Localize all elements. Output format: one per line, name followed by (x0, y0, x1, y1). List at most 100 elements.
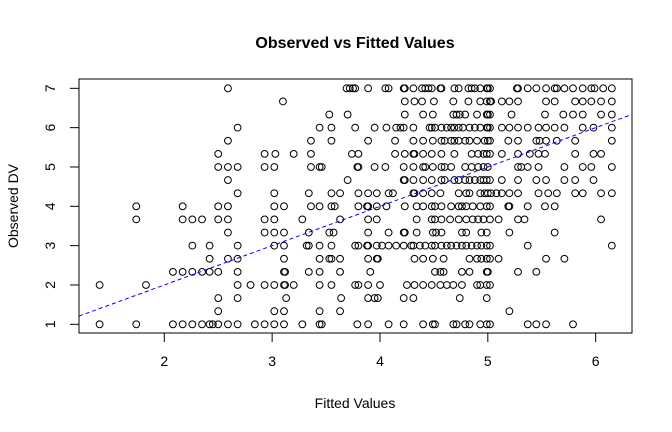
data-point (458, 228, 466, 237)
data-point (607, 136, 616, 145)
data-point (270, 281, 279, 289)
data-point (214, 163, 223, 171)
data-point (315, 202, 324, 211)
data-point (560, 84, 569, 93)
data-point (336, 254, 344, 263)
data-point (198, 215, 206, 224)
data-point (412, 228, 421, 237)
data-point (505, 202, 514, 211)
data-point (400, 228, 409, 237)
data-point (523, 320, 532, 329)
data-point (597, 110, 605, 119)
data-point (442, 241, 451, 250)
data-point (468, 202, 477, 211)
data-point (552, 84, 561, 93)
data-point (486, 254, 494, 263)
data-point (532, 84, 541, 93)
data-point (483, 84, 492, 93)
data-point (450, 136, 459, 145)
data-point (436, 267, 445, 276)
data-point (470, 84, 479, 93)
data-point (514, 267, 522, 276)
data-point (542, 176, 550, 184)
data-point (450, 123, 459, 132)
data-point (399, 123, 408, 132)
data-point (428, 163, 437, 171)
data-point (327, 136, 336, 145)
data-point (178, 202, 187, 211)
data-point (336, 189, 344, 198)
data-point (327, 254, 336, 263)
data-point (534, 189, 543, 198)
data-point (325, 110, 334, 119)
data-point (454, 123, 463, 132)
data-point (132, 215, 141, 224)
data-point (523, 241, 532, 250)
data-point (351, 84, 360, 93)
data-point (446, 215, 454, 224)
data-point (415, 241, 424, 250)
data-point (462, 189, 471, 198)
data-point (447, 136, 456, 145)
y-tick-label: 7 (42, 84, 58, 92)
data-point (437, 202, 446, 211)
data-point (436, 189, 445, 198)
data-point (462, 215, 471, 224)
data-point (458, 241, 466, 250)
data-point (449, 320, 458, 329)
data-point (354, 189, 363, 198)
data-point (552, 189, 561, 198)
data-point (282, 294, 291, 302)
data-point (421, 163, 430, 171)
data-point (607, 163, 616, 171)
data-point (504, 136, 513, 145)
data-point (587, 84, 596, 93)
data-point (315, 241, 324, 250)
data-point (384, 84, 393, 93)
data-point (541, 110, 549, 119)
data-point (544, 189, 553, 198)
x-axis: 2 3 4 5 6 (160, 332, 600, 369)
data-point (468, 215, 477, 224)
data-point (514, 215, 522, 224)
data-point (462, 241, 471, 250)
data-point (384, 241, 393, 250)
data-point (409, 176, 418, 184)
data-point (494, 215, 503, 224)
data-point (178, 320, 187, 329)
data-point (486, 136, 494, 145)
data-point (514, 163, 522, 171)
data-point (409, 294, 418, 302)
data-point (450, 149, 459, 158)
data-point (560, 123, 569, 132)
y-tick-label: 6 (42, 124, 58, 132)
data-point (188, 215, 197, 224)
data-point (427, 84, 436, 93)
data-point (474, 215, 483, 224)
data-point (214, 149, 223, 158)
data-point (534, 163, 543, 171)
data-point (354, 241, 363, 250)
data-point (542, 97, 550, 106)
data-point (224, 320, 232, 329)
data-point (486, 281, 494, 289)
data-point (541, 202, 549, 211)
data-point (364, 254, 373, 263)
y-tick-label: 5 (42, 163, 58, 171)
data-point (474, 149, 483, 158)
data-point (260, 163, 269, 171)
data-point (410, 189, 419, 198)
data-point (571, 136, 580, 145)
data-point (132, 320, 141, 329)
data-point (454, 136, 463, 145)
data-point (354, 281, 363, 289)
data-point (418, 97, 426, 106)
data-point (419, 163, 428, 171)
data-point (458, 281, 466, 289)
x-tick-label: 4 (376, 353, 384, 369)
data-point (246, 281, 255, 289)
data-point (476, 189, 485, 198)
data-point (569, 320, 577, 329)
data-point (370, 163, 379, 171)
data-point (382, 202, 391, 211)
